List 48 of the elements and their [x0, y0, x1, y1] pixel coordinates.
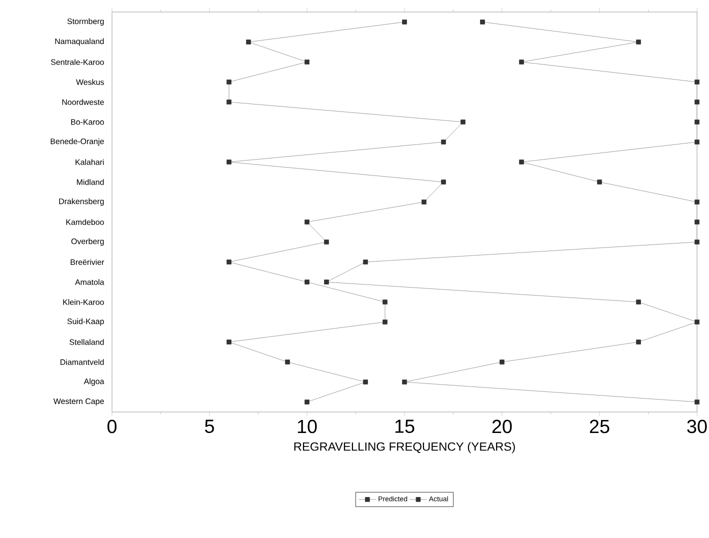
- point: [382, 320, 388, 324]
- point: [694, 140, 700, 144]
- x-tick-label: 15: [395, 420, 414, 433]
- point: [636, 300, 641, 304]
- point: [480, 20, 485, 24]
- point: [500, 360, 504, 364]
- point: [324, 240, 329, 244]
- point: [324, 280, 329, 284]
- point: [694, 400, 700, 404]
- point: [402, 20, 407, 24]
- point: [422, 200, 426, 204]
- point: [694, 240, 700, 244]
- point: [304, 60, 310, 64]
- point: [694, 320, 700, 324]
- x-tick-label: 0: [107, 420, 117, 434]
- x-tick-label: 30: [687, 420, 707, 434]
- point: [636, 340, 641, 344]
- point: [441, 180, 446, 184]
- point: [597, 180, 602, 184]
- point: [304, 280, 310, 284]
- point: [363, 260, 368, 264]
- x-axis-title: REGRAVELLING FREQUENCY (YEARS): [294, 442, 515, 454]
- point: [402, 380, 407, 384]
- point: [519, 160, 524, 164]
- point: [363, 380, 368, 384]
- point: [382, 300, 388, 304]
- point: [304, 220, 310, 224]
- point: [226, 100, 232, 104]
- point: [694, 200, 700, 204]
- point: [694, 220, 700, 224]
- point: [226, 160, 232, 164]
- point: [226, 80, 232, 84]
- x-tick-label: 10: [298, 420, 317, 434]
- point: [441, 140, 446, 144]
- point: [694, 120, 700, 124]
- point: [636, 40, 641, 44]
- point: [694, 80, 700, 84]
- point: [246, 40, 251, 44]
- point: [519, 60, 524, 64]
- point: [304, 400, 310, 404]
- x-tick-label: 5: [204, 420, 214, 433]
- x-tick-label: 25: [590, 420, 610, 434]
- point: [694, 100, 700, 104]
- x-tick-label: 20: [492, 420, 512, 434]
- point: [285, 360, 290, 364]
- point: [226, 260, 232, 264]
- point: [226, 340, 232, 344]
- point: [460, 120, 466, 124]
